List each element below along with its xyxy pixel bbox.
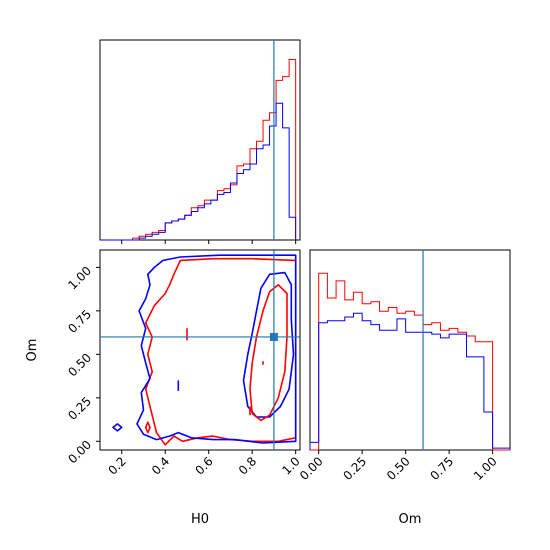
x-axis-label-om: Om bbox=[399, 512, 422, 527]
contour-red-outer bbox=[144, 257, 297, 446]
h0-hist-red-series bbox=[100, 59, 297, 241]
om-hist-x-tick-label-4: 1.00 bbox=[471, 454, 500, 483]
contour-y-tick-label-0: 0.00 bbox=[65, 438, 94, 467]
om-hist-x-tick-label-3: 0.75 bbox=[427, 454, 456, 483]
om-hist-blue-series bbox=[309, 312, 511, 450]
x-axis-label-h0: H0 bbox=[191, 512, 209, 527]
contour-y-tick-label-2: 0.50 bbox=[65, 351, 94, 380]
contour-red-small-loop bbox=[144, 421, 151, 434]
y-axis-label-om: Om bbox=[25, 339, 40, 362]
contour-blue-outer bbox=[136, 254, 297, 444]
truth-point-marker bbox=[269, 332, 278, 341]
contour-y-tick-label-3: 0.75 bbox=[65, 307, 94, 336]
axis-ticks: 0.2 0.4 0.6 0.8 1.00.000.250.500.751.000.00 0… bbox=[65, 240, 500, 483]
om-hist-red-series bbox=[310, 272, 510, 451]
h0-om-contours bbox=[112, 254, 297, 446]
contour-y-tick-label-4: 1.00 bbox=[65, 264, 94, 293]
om-histogram-frame bbox=[309, 249, 511, 451]
om-hist-x-tick-label-2: 0.50 bbox=[384, 454, 413, 483]
contour-x-tick-label-0: 0.2 bbox=[105, 454, 128, 477]
contour-blue-inner bbox=[242, 271, 295, 418]
h0-hist-blue-series bbox=[100, 102, 297, 241]
contour-blue-small-loop bbox=[112, 423, 123, 432]
contour-y-tick-label-1: 0.25 bbox=[65, 394, 94, 423]
contour-x-tick-label-1: 0.4 bbox=[149, 454, 172, 477]
om-histogram bbox=[309, 272, 511, 451]
h0-histogram bbox=[100, 59, 297, 241]
om-hist-x-tick-label-1: 0.25 bbox=[341, 454, 370, 483]
contour-x-tick-label-2: 0.6 bbox=[192, 454, 215, 477]
contour-red-inner bbox=[249, 284, 288, 422]
h0-om-contour-frame bbox=[99, 249, 301, 451]
om-hist-x-tick-label-0: 0.00 bbox=[297, 454, 326, 483]
truth-lines bbox=[100, 40, 424, 450]
h0-histogram-frame bbox=[99, 39, 301, 241]
contour-x-tick-label-3: 0.8 bbox=[236, 454, 259, 477]
